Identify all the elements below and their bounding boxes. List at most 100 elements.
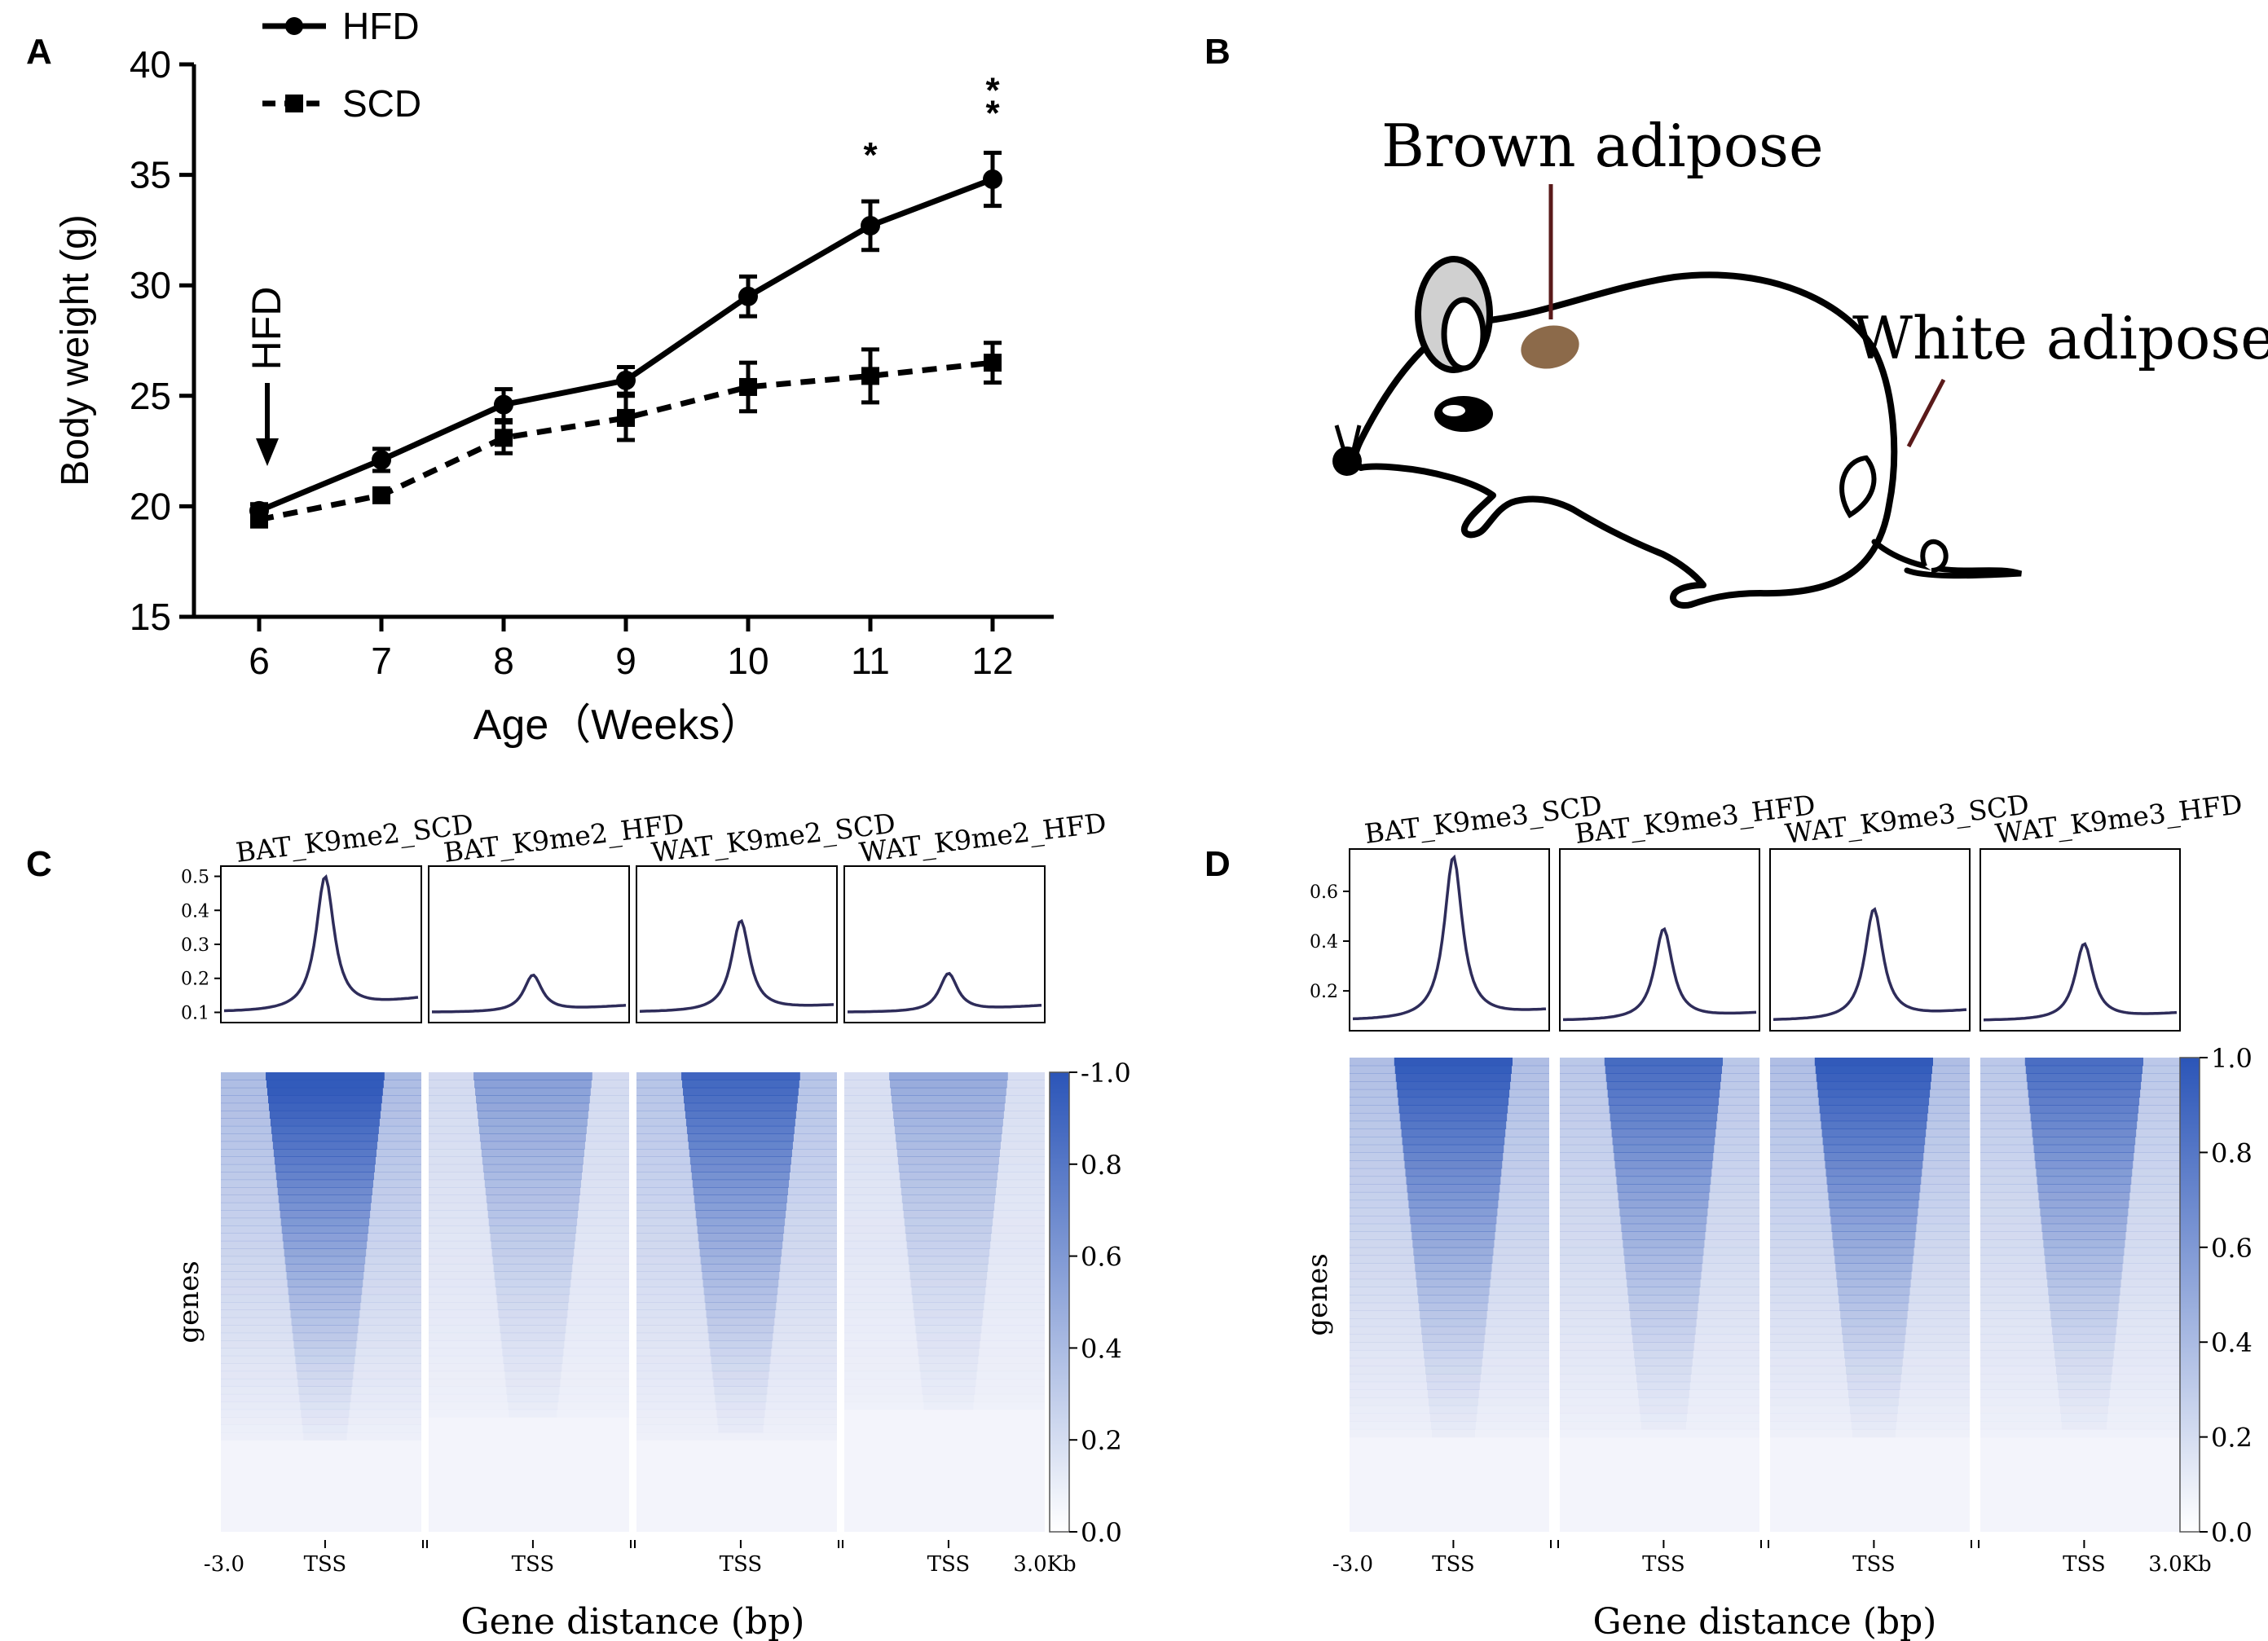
heatmap-band <box>1613 1144 1715 1153</box>
heatmap-row-bg <box>636 1379 837 1387</box>
brown-adipose-label: Brown adipose <box>1381 112 1824 180</box>
heatmap-row-bg <box>429 1133 629 1142</box>
heatmap-band <box>485 1187 581 1195</box>
heatmap-band <box>1829 1199 1919 1208</box>
heatmap-row-bg <box>636 1095 837 1104</box>
heatmap-row-bg <box>429 1355 629 1364</box>
heatmap-band <box>1420 1310 1487 1319</box>
heatmap-band <box>2039 1199 2129 1208</box>
heatmap-row-bg <box>1770 1366 1970 1375</box>
heatmap-row-bg <box>1560 1231 1759 1240</box>
heatmap-row-bg <box>429 1371 629 1379</box>
heatmap-band <box>1836 1270 1912 1280</box>
heatmap-band <box>1395 1073 1512 1082</box>
heatmap-row-bg <box>221 1317 421 1326</box>
heatmap-row-bg <box>844 1149 1045 1157</box>
heatmap-row-bg <box>429 1118 629 1127</box>
heatmap-row-bg <box>1350 1152 1549 1161</box>
heatmap-band <box>1638 1397 1689 1406</box>
heatmap-band <box>284 1248 367 1257</box>
heatmap-row-bg <box>1980 1128 2180 1137</box>
tss-label: TSS <box>927 1552 971 1577</box>
heatmap-band <box>2028 1097 2140 1106</box>
heatmap-band <box>491 1240 575 1249</box>
brown-adipose-spot <box>1521 325 1579 369</box>
mouse-eye-glint <box>1442 405 1465 416</box>
heatmap-band <box>285 1264 365 1272</box>
hfd-onset-arrowhead <box>256 438 279 466</box>
heatmap-row-bg <box>1350 1270 1549 1280</box>
heatmap-band <box>300 1401 350 1410</box>
hfd-point <box>372 450 391 470</box>
heatmap-band <box>281 1225 369 1234</box>
heatmap-band <box>714 1386 768 1395</box>
heatmap-band <box>1630 1310 1698 1319</box>
tss-label: TSS <box>2063 1552 2106 1577</box>
heatmap-band <box>489 1225 577 1234</box>
heatmap-band <box>1420 1318 1486 1327</box>
heatmap-band <box>907 1248 990 1257</box>
heatmap-row-bg <box>1560 1326 1759 1335</box>
heatmap-band <box>1627 1287 1700 1296</box>
profile-curve <box>1352 854 1547 1021</box>
scd-point <box>984 354 1002 372</box>
heatmap-row-bg <box>1560 1081 1759 1090</box>
heatmap-row-bg <box>636 1264 837 1272</box>
heatmap-band <box>491 1248 575 1257</box>
heatmap-band <box>1400 1120 1507 1129</box>
heatmap-row-bg <box>1350 1310 1549 1319</box>
heatmap-row-bg <box>636 1141 837 1150</box>
heatmap-row-bg <box>1770 1397 1970 1406</box>
heatmap-band <box>905 1225 993 1234</box>
heatmap-band <box>1414 1255 1493 1264</box>
heatmap-row-bg <box>636 1363 837 1372</box>
heatmap-row-bg <box>429 1394 629 1402</box>
heatmap-band <box>1838 1287 1910 1296</box>
heatmap-row-bg <box>1350 1168 1549 1177</box>
heatmap-band <box>1427 1389 1479 1398</box>
legend-label-scd: SCD <box>342 82 421 125</box>
heatmap-band <box>1422 1334 1485 1343</box>
heatmap-row-bg <box>221 1072 421 1080</box>
heatmap-row-bg <box>1770 1216 1970 1225</box>
heatmap-row-bg <box>429 1095 629 1104</box>
x-tick-label: 9 <box>615 640 636 682</box>
heatmap-band <box>504 1370 561 1379</box>
mouse-hind-foot <box>1839 455 1877 519</box>
heatmap-band <box>2033 1144 2135 1153</box>
heatmap-row-bg <box>636 1133 837 1142</box>
heatmap-band <box>1840 1310 1908 1319</box>
heatmap-row-bg <box>844 1294 1045 1303</box>
heatmap-band <box>2041 1216 2128 1225</box>
heatmap-band <box>1408 1199 1499 1208</box>
heatmap-row-bg <box>844 1264 1045 1272</box>
colorbar <box>2179 1057 2200 1533</box>
heatmap-row-bg <box>1560 1065 1759 1074</box>
heatmap-band <box>298 1386 352 1395</box>
heatmap-band <box>477 1111 588 1119</box>
heatmap-row-bg <box>636 1118 837 1127</box>
heatmap-band <box>482 1164 583 1172</box>
heatmap-row-bg <box>429 1240 629 1249</box>
heatmap-band <box>495 1278 571 1287</box>
heatmap-band <box>268 1102 381 1111</box>
heatmap-row-bg <box>1980 1073 2180 1082</box>
heatmap-band <box>2028 1089 2141 1098</box>
profile-y-tick-label: 0.3 <box>181 935 209 956</box>
heatmap-band <box>279 1202 372 1211</box>
heatmap-row-bg <box>429 1087 629 1096</box>
heatmap-band <box>2047 1278 2121 1287</box>
scd-point <box>495 429 513 447</box>
heatmap-band <box>1831 1223 1917 1232</box>
heatmap-row-bg <box>1560 1247 1759 1256</box>
heatmap-band <box>1404 1160 1503 1169</box>
heatmap-band <box>1398 1105 1508 1114</box>
scd-point <box>739 377 757 396</box>
heatmap-row-bg <box>221 1095 421 1104</box>
heatmap-band <box>2057 1381 2111 1390</box>
heatmap-band <box>1607 1089 1720 1098</box>
heatmap-row-bg <box>1980 1058 2180 1067</box>
heatmap-band <box>1620 1216 1707 1225</box>
heatmap-band <box>1830 1208 1918 1216</box>
heatmap-row-bg <box>844 1401 1045 1410</box>
